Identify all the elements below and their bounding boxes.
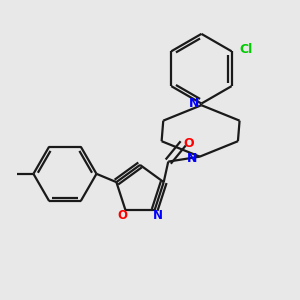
Text: N: N [189,97,199,110]
Text: O: O [118,209,128,222]
Text: N: N [187,152,198,165]
Text: Cl: Cl [239,43,252,56]
Text: N: N [153,209,163,222]
Text: O: O [184,137,194,150]
